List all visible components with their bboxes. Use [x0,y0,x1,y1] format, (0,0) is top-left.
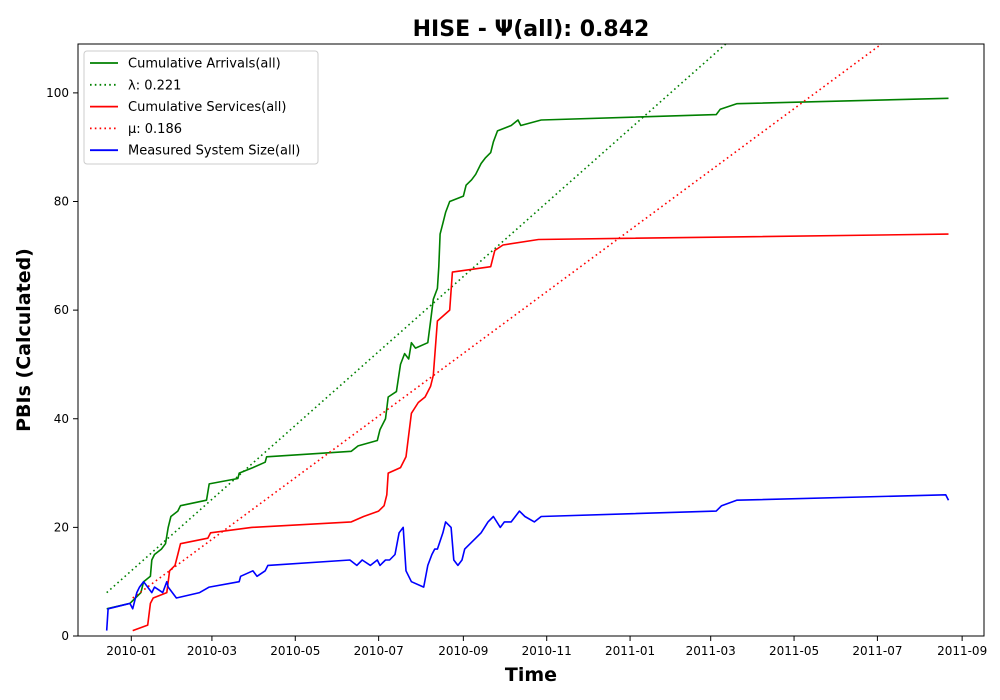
series-line-1 [106,44,727,594]
y-axis: 0 20 40 60 80 100 [46,86,78,643]
x-axis: 2010-01 2010-03 2010-05 2010-07 2010-09 2010-… [106,636,987,658]
x-tick-label: 2010-07 [354,644,404,658]
series-line-4 [105,493,950,631]
series-layer [105,44,950,632]
legend-label-4: Measured System Size(all) [128,144,300,159]
series-line-0 [106,97,949,610]
x-tick-label: 2011-03 [686,644,736,658]
y-axis-title: PBIs (Calculated) [13,248,35,432]
legend-label-3: μ: 0.186 [128,122,182,137]
y-tick-label: 20 [54,520,69,534]
x-tick-label: 2010-03 [187,644,237,658]
x-axis-title: Time [505,664,557,686]
x-tick-label: 2010-01 [106,644,156,658]
x-tick-label: 2011-07 [852,644,902,658]
x-tick-label: 2010-05 [270,644,320,658]
x-tick-label: 2010-11 [522,644,572,658]
y-tick-label: 60 [54,303,69,317]
x-tick-label: 2011-09 [937,644,987,658]
legend-label-2: Cumulative Services(all) [128,100,286,115]
series-line-3 [132,44,882,599]
legend-label-0: Cumulative Arrivals(all) [128,57,281,72]
plot-frame [77,43,985,637]
series-line-2 [132,233,949,632]
x-tick-label: 2011-05 [769,644,819,658]
legend: Cumulative Arrivals(all) λ: 0.221 Cumulati… [83,50,319,165]
y-tick-label: 0 [61,629,69,643]
y-tick-label: 40 [54,412,69,426]
legend-label-1: λ: 0.221 [128,78,181,93]
chart-title: HISE - Ψ(all): 0.842 [413,17,650,42]
x-tick-label: 2010-09 [438,644,488,658]
x-tick-label: 2011-01 [605,644,655,658]
legend-box [83,50,319,165]
y-tick-label: 80 [54,195,69,209]
y-tick-label: 100 [46,86,69,100]
